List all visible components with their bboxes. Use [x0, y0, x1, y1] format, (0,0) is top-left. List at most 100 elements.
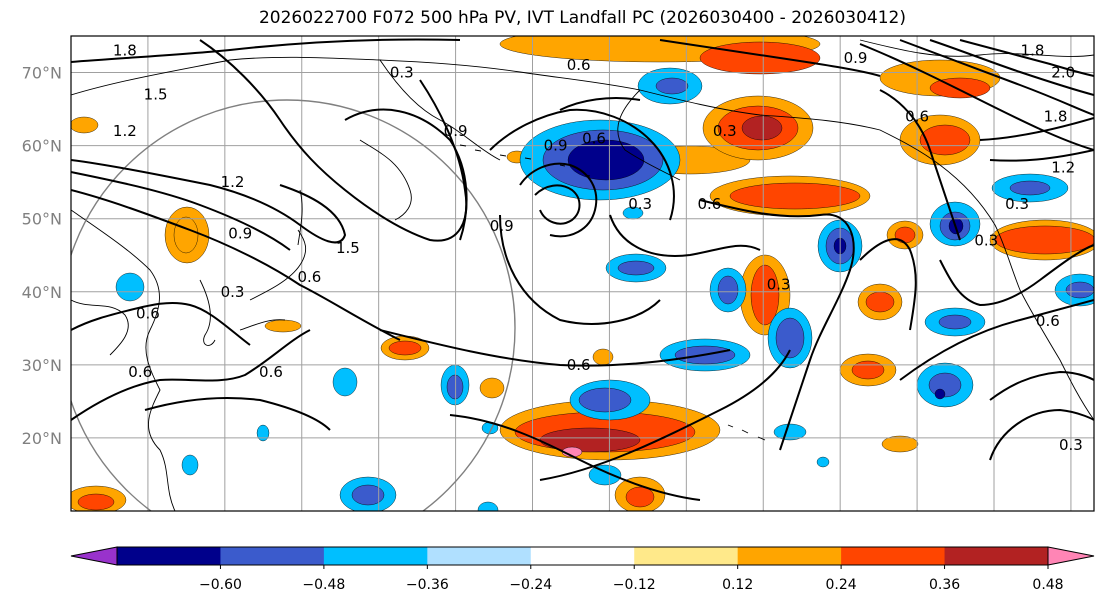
lon-tick-label: 140°E	[277, 519, 326, 520]
pv-contours	[71, 38, 1094, 501]
colorbar-tick-label: −0.12	[613, 577, 656, 593]
colorbar-tick-label: −0.24	[509, 577, 552, 593]
pv-contour-line	[939, 244, 1094, 307]
shading-blob	[894, 226, 916, 244]
pv-contour-line	[989, 408, 1094, 461]
colorbar-segment	[737, 547, 842, 565]
gridlines	[71, 36, 1094, 511]
pv-contour-line	[659, 39, 881, 77]
contour-label: 0.3	[713, 122, 737, 140]
coastline	[727, 424, 766, 441]
lon-tick-label: 130°W	[967, 519, 1022, 520]
lat-tick-label: 50°N	[22, 210, 62, 229]
shading-blob	[655, 77, 689, 95]
contour-label: 0.3	[390, 64, 414, 82]
lon-tick-label: 140°W	[890, 519, 945, 520]
pv-contour-line	[499, 214, 661, 325]
shading-blob	[625, 486, 655, 508]
coastline	[459, 144, 591, 177]
shading-blob	[851, 360, 885, 380]
colorbar-tick-label: 0.12	[722, 577, 753, 593]
lon-tick-label: 120°W	[1044, 519, 1099, 520]
shading-blob	[865, 291, 895, 313]
shading-blob	[934, 388, 946, 400]
contour-label: 0.6	[1036, 312, 1060, 330]
coastlines	[71, 39, 1094, 511]
shading-blob	[264, 319, 302, 333]
colorbar-segment	[427, 547, 532, 565]
colorbar-tick-label: 0.24	[826, 577, 857, 593]
coastline	[71, 299, 129, 356]
colorbar-extend-min	[70, 546, 118, 566]
longitude-labels: 120°E 130°E 140°E 150°E 160°E 170°E 180°W 170°W…	[124, 519, 1099, 520]
shading-blob	[1009, 180, 1051, 196]
contour-label: 0.6	[697, 195, 721, 213]
coastline	[297, 139, 412, 246]
lon-tick-label: 130°E	[201, 519, 250, 520]
pv-contour-line	[71, 159, 347, 244]
lon-tick-label: 170°E	[508, 519, 557, 520]
contour-label: 0.9	[228, 224, 252, 242]
shading-blob	[617, 260, 655, 276]
shading-blob	[741, 115, 783, 141]
contour-label: 0.6	[128, 363, 152, 381]
map-frame	[70, 35, 1095, 512]
contour-label: 0.3	[221, 283, 245, 301]
pv-contour-line	[609, 214, 761, 257]
colorbar-frame	[116, 546, 1049, 566]
contour-label: 0.9	[844, 49, 868, 67]
latitude-labels: 20°N 30°N 40°N 50°N 60°N 70°N	[22, 64, 62, 448]
pv-contour-line	[344, 108, 468, 241]
shading-blob	[71, 116, 99, 134]
pv-contour-line	[144, 397, 331, 431]
shading-blob	[938, 314, 972, 330]
pv-contour-line	[449, 414, 701, 501]
colorbar-segment	[530, 547, 635, 565]
pv-contour-line	[489, 108, 675, 221]
shading-blob	[1065, 281, 1094, 299]
shading-blob	[578, 387, 632, 413]
pv-contour-line	[859, 238, 917, 331]
coastline	[939, 164, 1094, 421]
contour-label: 0.6	[567, 356, 591, 374]
lat-tick-label: 40°N	[22, 283, 62, 302]
pv-contour-line	[989, 370, 1094, 401]
shading-blob	[173, 216, 199, 254]
lat-tick-label: 20°N	[22, 429, 62, 448]
contour-label: 0.6	[298, 268, 322, 286]
shading-blob	[775, 317, 805, 359]
shading-blob	[750, 264, 780, 326]
shading-blob	[115, 272, 145, 302]
pv-contour-line	[989, 149, 1094, 162]
pv-contour-line	[519, 162, 598, 238]
shading-blob	[332, 367, 358, 397]
map-panel: 1.8 1.5 1.2 0.3 0.6 0.9 0.9 1.2 0.9 1.5 0.6 0.3 0.6 0…	[22, 35, 1099, 520]
contour-label: 0.9	[490, 217, 514, 235]
map-title: 2026022700 F072 500 hPa PV, IVT Landfall…	[258, 8, 906, 28]
coastline	[239, 229, 307, 331]
contour-label: 1.8	[1044, 107, 1068, 125]
colorbar-segment	[220, 547, 325, 565]
contour-label: 0.9	[444, 122, 468, 140]
contour-labels: 1.8 1.5 1.2 0.3 0.6 0.9 0.9 1.2 0.9 1.5 0.6 0.3 0.6 0…	[113, 42, 1083, 455]
lon-tick-label: 120°E	[124, 519, 173, 520]
pv-contour-line	[379, 329, 731, 367]
pv-contour-line	[879, 89, 961, 241]
coastline	[639, 89, 941, 166]
contour-label: 1.2	[1051, 159, 1075, 177]
shading-blob	[773, 423, 807, 441]
range-circle	[71, 99, 516, 511]
pv-contour-line	[71, 38, 461, 63]
colorbar-segment	[323, 547, 428, 565]
colorbar-tick-label: −0.48	[302, 577, 345, 593]
contour-label: 0.3	[974, 232, 998, 250]
pv-contour-line	[199, 39, 468, 242]
contour-label: 0.6	[582, 129, 606, 147]
pv-contour-line	[71, 189, 401, 341]
contour-label: 1.2	[221, 173, 245, 191]
contour-label: 1.8	[1021, 42, 1045, 60]
colorbar-segment	[841, 547, 946, 565]
shading-blob	[181, 454, 199, 476]
contour-label: 0.6	[259, 363, 283, 381]
pv-contour-line	[979, 117, 1094, 141]
